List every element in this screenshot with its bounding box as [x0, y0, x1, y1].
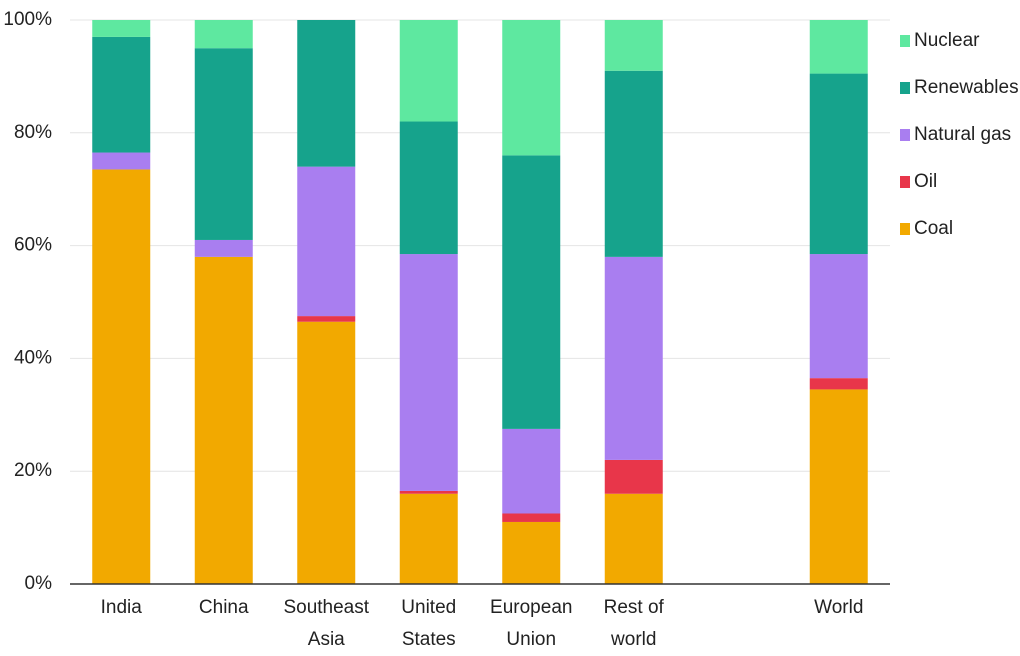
- bar-segment: [604, 256, 663, 460]
- bar-segment: [502, 428, 561, 514]
- bar-segment: [399, 20, 458, 122]
- bar-segment: [502, 513, 561, 522]
- bar-segment: [604, 20, 663, 71]
- y-tick-label: 80%: [14, 122, 52, 143]
- bar-segment: [399, 490, 458, 494]
- bar-segment: [809, 73, 868, 255]
- bar-segment: [399, 254, 458, 491]
- bar-segment: [92, 169, 151, 584]
- bar-segment: [399, 493, 458, 584]
- bar-segment: [194, 20, 253, 49]
- legend-marker: [900, 223, 910, 235]
- bar-segment: [604, 459, 663, 494]
- bar-segment: [92, 152, 151, 170]
- bar-segment: [194, 256, 253, 584]
- bar-segment: [809, 378, 868, 390]
- legend-label: Oil: [914, 171, 937, 192]
- bar-segment: [604, 70, 663, 257]
- bar-segment: [297, 166, 356, 317]
- bar-segment: [502, 20, 561, 156]
- y-tick-label: 0%: [25, 573, 53, 594]
- bar-segment: [297, 20, 356, 167]
- legend-label: Coal: [914, 218, 953, 239]
- bar-segment: [399, 121, 458, 255]
- x-tick-label: United States: [401, 597, 457, 650]
- bar-segment: [809, 389, 868, 584]
- x-tick-label: Rest of world: [603, 597, 664, 650]
- bar-segment: [92, 20, 151, 37]
- legend-marker: [900, 176, 910, 188]
- bar-segment: [809, 254, 868, 379]
- x-tick-label: Southeast Asia: [283, 597, 370, 650]
- bar-segment: [194, 48, 253, 240]
- bar-segment: [194, 239, 253, 257]
- legend-label: Renewables: [914, 77, 1019, 98]
- x-tick-label: European Union: [490, 597, 573, 650]
- bar-segment: [809, 20, 868, 74]
- y-tick-label: 40%: [14, 347, 52, 368]
- legend-label: Natural gas: [914, 124, 1011, 145]
- x-tick-label: World: [814, 597, 864, 618]
- x-tick-label: China: [198, 597, 249, 618]
- bar-segment: [604, 493, 663, 584]
- bar-segment: [297, 316, 356, 322]
- y-tick-label: 60%: [14, 235, 52, 256]
- bar-segment: [502, 521, 561, 584]
- legend-marker: [900, 129, 910, 141]
- x-tick-label: India: [100, 597, 142, 618]
- bar-segment: [502, 155, 561, 429]
- legend-marker: [900, 35, 910, 47]
- y-tick-label: 20%: [14, 460, 52, 481]
- bar-segment: [297, 321, 356, 584]
- legend-label: Nuclear: [914, 30, 980, 51]
- bar-segment: [92, 36, 151, 153]
- y-tick-label: 100%: [3, 9, 52, 30]
- legend-marker: [900, 82, 910, 94]
